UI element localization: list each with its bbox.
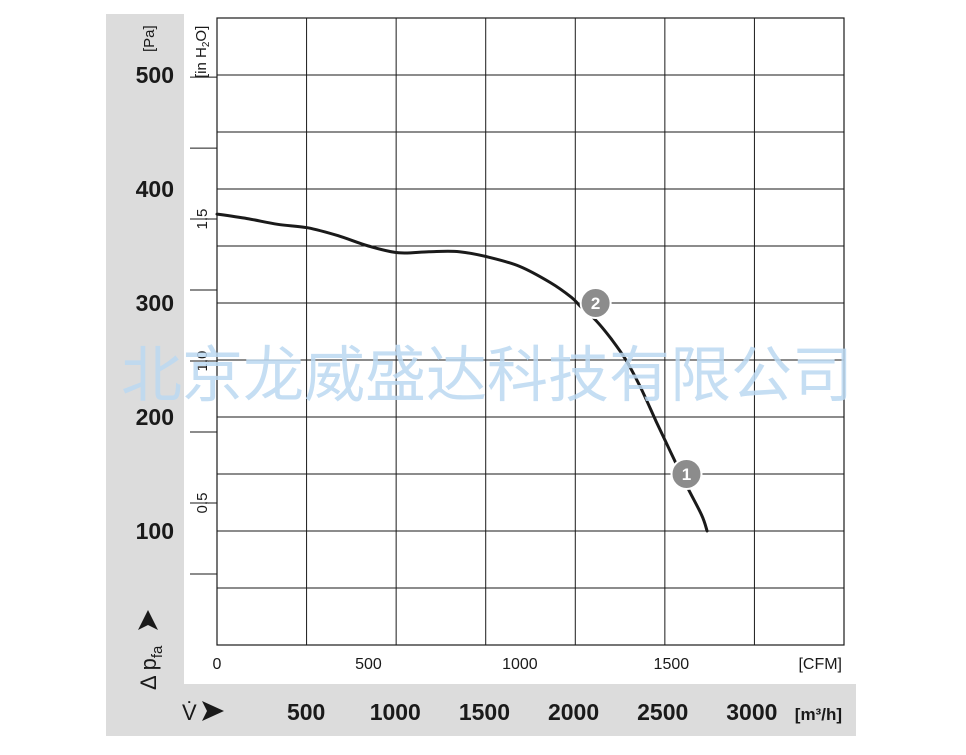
- pressure-subscript: fa: [149, 645, 166, 658]
- m3h-tick-label: 500: [287, 699, 325, 725]
- pa-unit-label: [Pa]: [141, 25, 158, 52]
- m3h-tick-labels: 500 1000 1500 2000 2500 3000: [287, 699, 777, 725]
- m3h-tick-label: 1000: [370, 699, 421, 725]
- pa-tick-label: 400: [136, 176, 174, 202]
- operating-point-marker: 2: [579, 287, 612, 319]
- inh2o-unit-label: [in H2O]: [193, 26, 212, 78]
- grid: [217, 18, 844, 645]
- inh2o-unit-tail: O]: [193, 26, 210, 42]
- m3h-tick-label: 1500: [459, 699, 510, 725]
- pa-tick-label: 500: [136, 62, 174, 88]
- inh2o-unit-main: [in H: [193, 47, 210, 78]
- inh2o-tick-marks: [190, 76, 217, 575]
- cfm-unit-label: [CFM]: [798, 656, 842, 673]
- operating-point-marker: 1: [670, 458, 703, 490]
- inh2o-tick-label: 1,0: [194, 351, 211, 372]
- operating-point-label: 1: [682, 465, 691, 484]
- cfm-tick-label: 500: [355, 656, 382, 673]
- m3h-unit-label: [m³/h]: [795, 705, 842, 724]
- cfm-tick-labels: 0 500 1000 1500: [213, 656, 690, 673]
- pa-tick-label: 100: [136, 518, 174, 544]
- operating-point-circle: [670, 458, 703, 490]
- svg-text:Δ pfa: Δ pfa: [136, 645, 166, 690]
- pressure-axis-title: Δ pfa: [136, 610, 166, 690]
- cfm-tick-label: 0: [213, 656, 222, 673]
- inh2o-tick-label: 1,5: [194, 209, 211, 230]
- pa-tick-label: 300: [136, 290, 174, 316]
- inh2o-tick-labels: 0,5 1,0 1,5: [194, 209, 211, 514]
- flow-arrow-icon: [202, 701, 224, 721]
- operating-point-circle: [579, 287, 612, 319]
- m3h-tick-label: 2000: [548, 699, 599, 725]
- fan-curve-line: [215, 212, 709, 533]
- m3h-tick-label: 2500: [637, 699, 688, 725]
- left-axis-panel: [106, 14, 184, 684]
- m3h-tick-label: 3000: [726, 699, 777, 725]
- operating-point-label: 2: [591, 294, 600, 313]
- cfm-tick-label: 1500: [654, 656, 690, 673]
- pa-tick-label: 200: [136, 404, 174, 430]
- bottom-axis-panel: [106, 684, 856, 736]
- pressure-arrow-icon: [138, 610, 158, 630]
- watermark: 北京龙威盛达科技有限公司: [121, 340, 853, 411]
- operating-points: 21: [579, 287, 703, 490]
- inh2o-unit-sub: 2: [201, 41, 212, 47]
- pressure-symbol: Δ p: [136, 658, 161, 690]
- flow-symbol: V̇: [182, 700, 197, 725]
- inh2o-tick-label: 0,5: [194, 493, 211, 514]
- pa-tick-labels: 100 200 300 400 500: [136, 62, 174, 544]
- plot-area: [216, 17, 845, 646]
- cfm-tick-label: 1000: [502, 656, 538, 673]
- flow-axis-title: V̇: [182, 700, 224, 725]
